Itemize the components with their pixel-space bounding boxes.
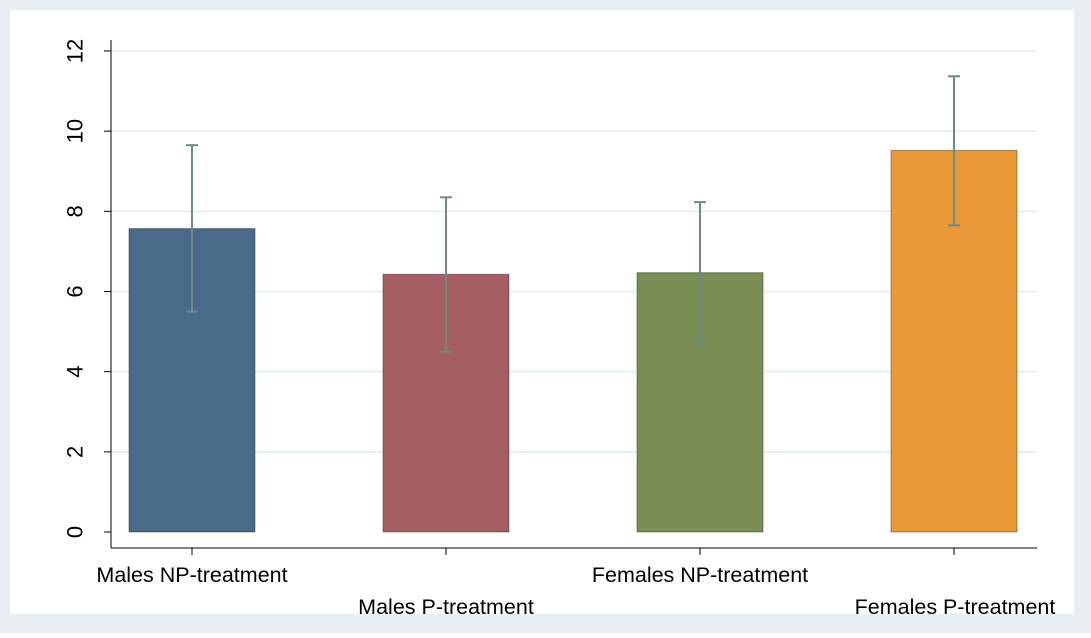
y-tick-label: 2: [63, 446, 88, 458]
axes: [104, 40, 1037, 555]
x-tick-label: Females P-treatment: [855, 595, 1056, 619]
x-tick-label: Females NP-treatment: [592, 563, 808, 587]
y-tick-label: 0: [63, 526, 88, 538]
y-tick-label: 8: [63, 205, 88, 217]
y-tick-label: 4: [63, 366, 88, 378]
y-tick-label: 12: [63, 39, 88, 63]
y-tick-label: 10: [63, 119, 88, 143]
x-tick-label: Males NP-treatment: [96, 563, 287, 587]
gridlines: [111, 50, 1037, 453]
error-bars: [186, 75, 960, 353]
y-tick-label: 6: [63, 285, 88, 297]
x-tick-label: Males P-treatment: [358, 595, 534, 619]
tick-labels: 0 2 4 6 8 10 12 Males NP-treatment Males P-treat…: [63, 39, 1056, 619]
